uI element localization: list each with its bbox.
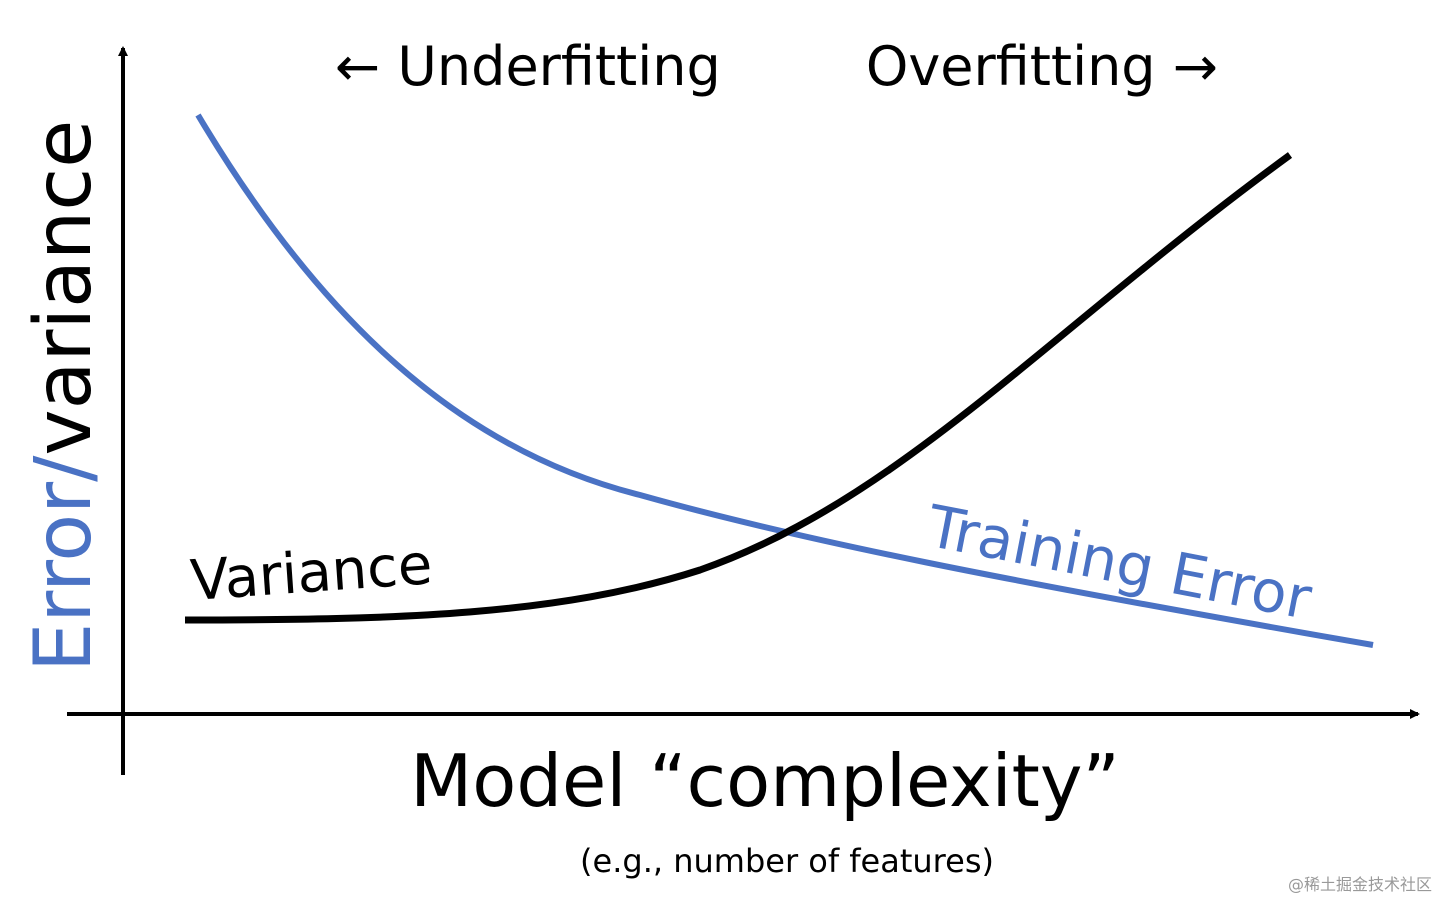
watermark: @稀土掘金技术社区 (1288, 875, 1432, 894)
x-axis-label: Model “complexity” (410, 739, 1120, 823)
y-axis-label-plain: variance (19, 120, 109, 456)
training-error-curve (195, 113, 1374, 648)
underfitting-label: ← Underfitting (335, 35, 721, 98)
x-axis-sublabel: (e.g., number of features) (580, 842, 994, 880)
y-axis-label: Error/variance (19, 120, 109, 672)
y-axis-label-colored: Error/ (19, 455, 109, 672)
overfitting-label: Overfitting → (866, 35, 1218, 98)
variance-curve (184, 152, 1293, 624)
